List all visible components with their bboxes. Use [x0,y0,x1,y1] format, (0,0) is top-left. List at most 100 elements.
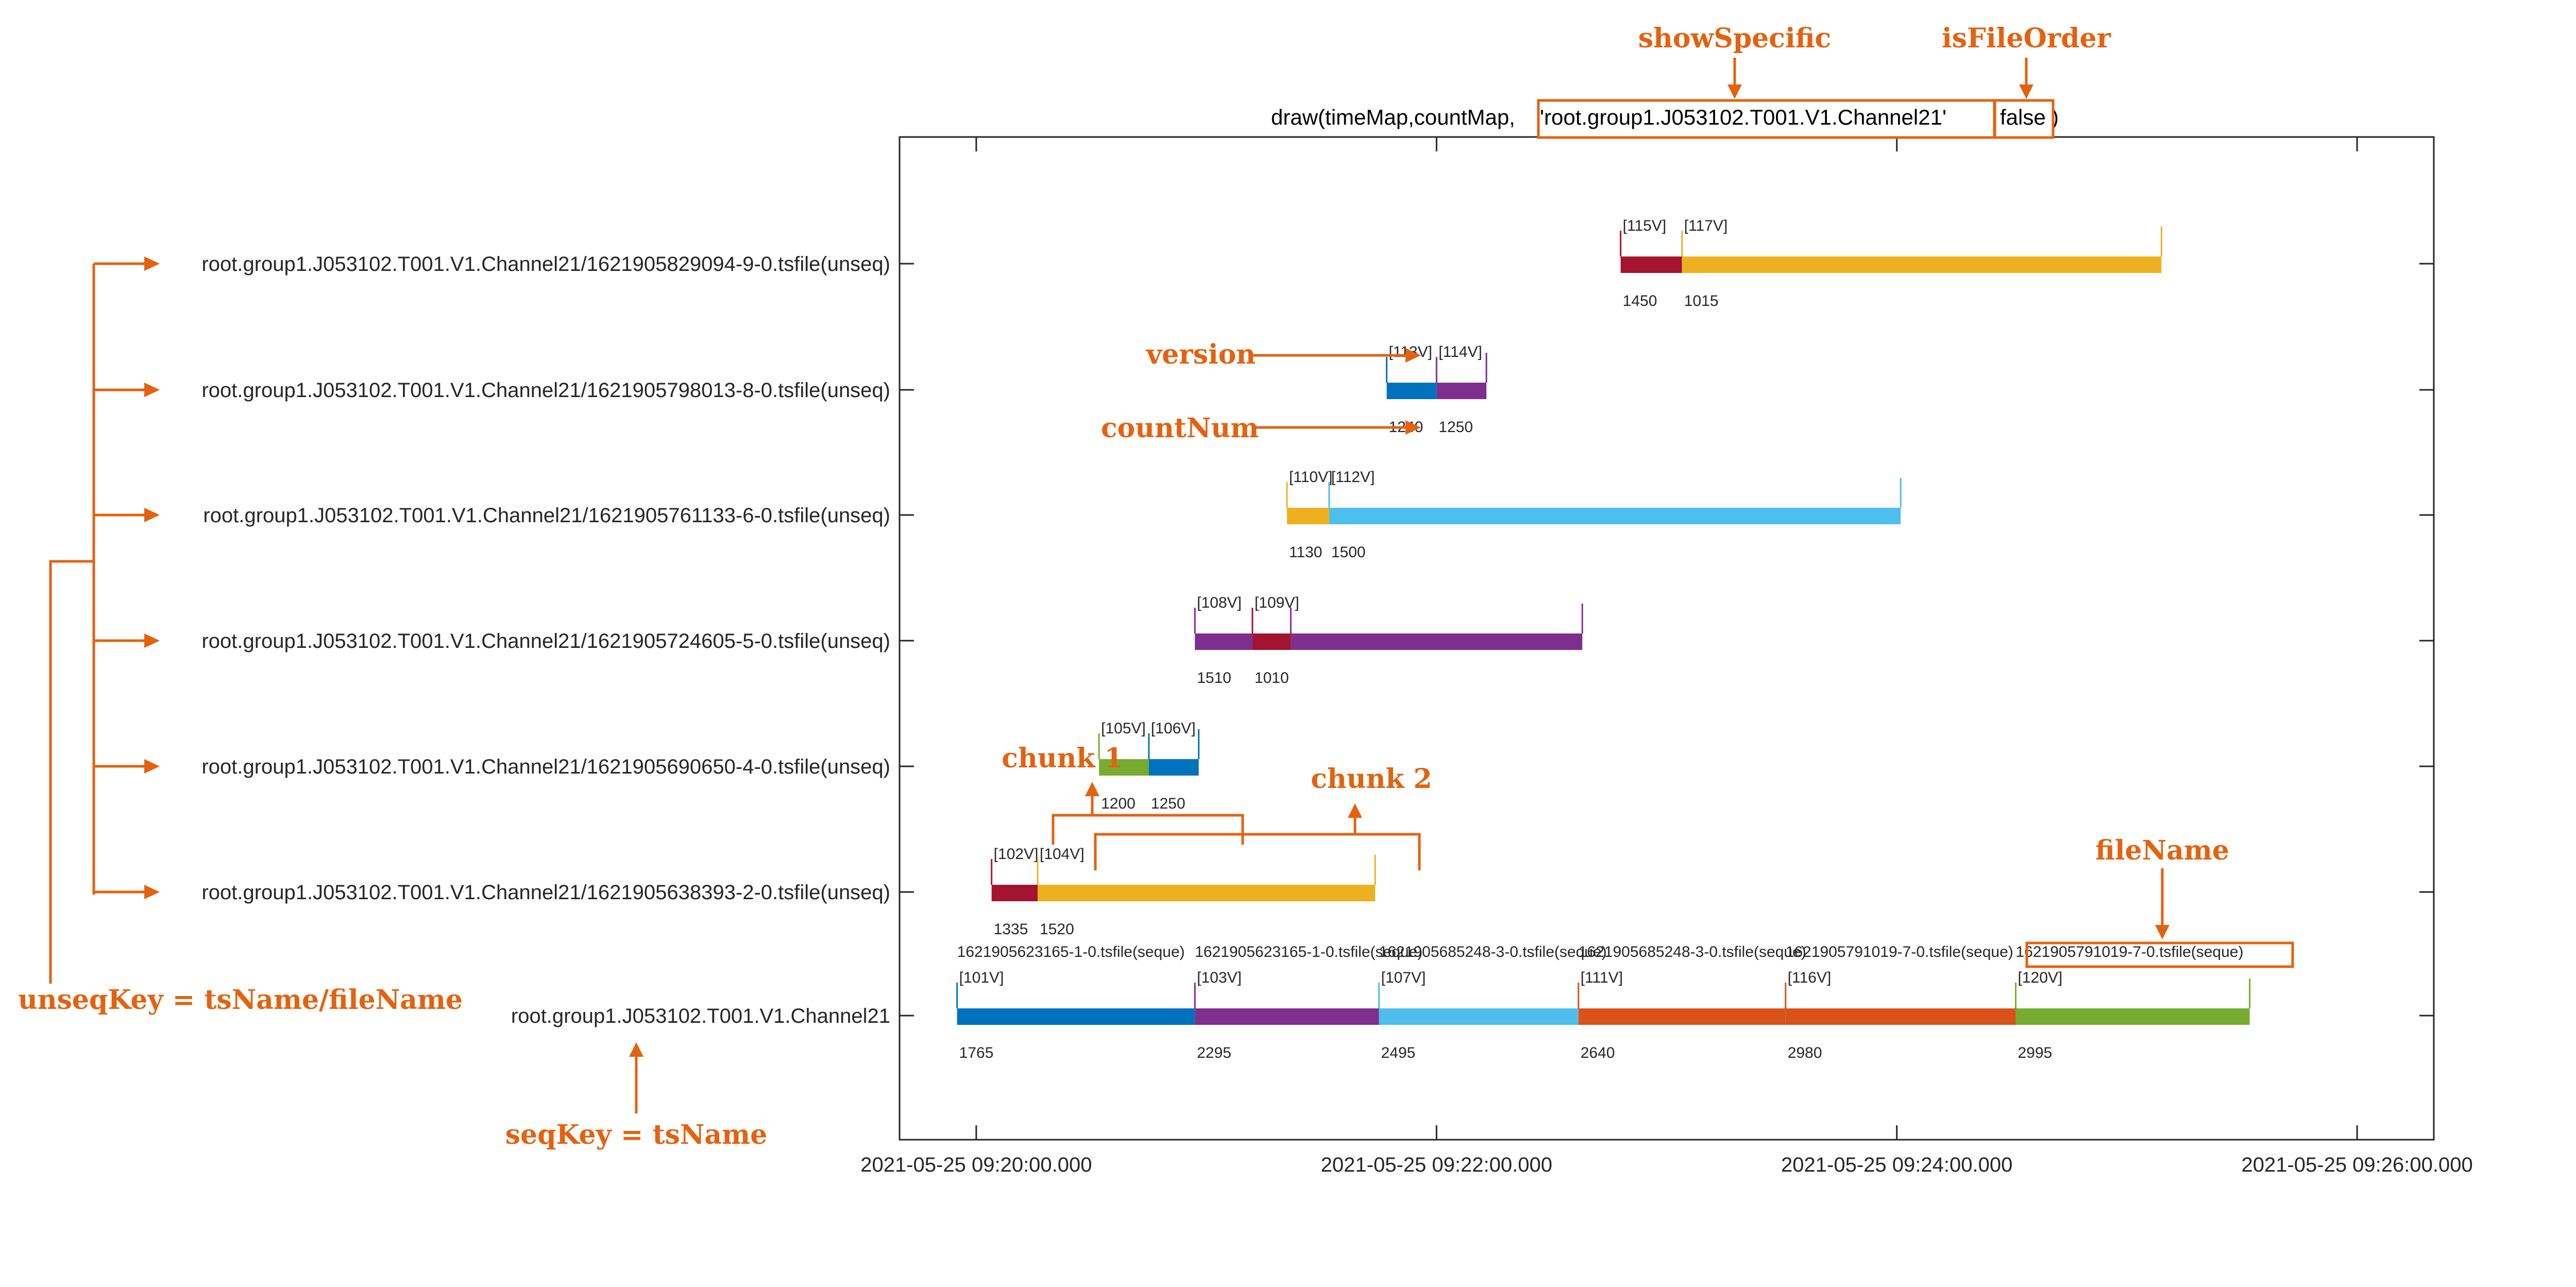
count-label: 1250 [1438,419,1473,436]
count-label: 2495 [1381,1044,1416,1061]
row-label: root.group1.J053102.T001.V1.Channel21/16… [201,630,890,653]
version-label: [114V] [1438,344,1482,361]
annotation-chunk-2: chunk 2 [1311,763,1432,795]
chunk-bar [1286,508,1329,524]
chunk-1-bracket [1052,814,1244,845]
file-name-label: 1621905623165-1-0.tsfile(seque) [1195,943,1422,960]
row-label: root.group1.J053102.T001.V1.Channel21/16… [201,756,890,778]
version-arrowhead [1405,348,1421,363]
file-name-label: 1621905685248-3-0.tsfile(seque) [1379,943,1607,960]
file-name-label: 1621905685248-3-0.tsfile(seque) [1579,943,1806,960]
count-label: 2640 [1581,1044,1615,1061]
chart-rows: root.group1.J053102.T001.V1.Channel21/16… [201,217,2434,1061]
count-label: 1500 [1331,544,1366,561]
title-specific: 'root.group1.J053102.T001.V1.Channel21' [1540,105,1946,129]
count-label: 1250 [1151,795,1185,812]
chunk-bar [1785,1008,2016,1025]
count-label: 1510 [1197,670,1231,687]
chunk-bar [1195,1008,1379,1025]
version-label: [104V] [1040,846,1084,863]
count-label: 2995 [2018,1044,2052,1061]
seq-key-arrowhead [629,1042,643,1057]
chart-title: draw(timeMap,countMap, 'root.group1.J053… [1271,105,2059,129]
version-label: [110V] [1289,469,1333,486]
annotation-show-specific: showSpecific [1638,23,1831,54]
version-label: [111V] [1581,969,1623,986]
chunk-bar [1148,759,1199,776]
count-label: 1765 [959,1044,994,1061]
chunk-bar [1038,885,1376,901]
count-label: 1015 [1684,293,1719,310]
axis-ticks: 2021-05-25 09:20:00.000 2021-05-25 09:22:… [860,137,2473,1176]
count-num-arrowhead [1405,420,1421,435]
axes-box [899,136,2435,1141]
annotation-count-num: countNum [1101,413,1259,444]
count-label: 1450 [1623,293,1657,310]
chunk-bar [1379,1008,1579,1025]
chunk-bar [1436,383,1487,399]
chunk-bar [1682,256,2162,273]
chunk-2-arrowhead [1348,803,1362,818]
chunk-bar [1195,633,1252,650]
row-label: root.group1.J053102.T001.V1.Channel21/16… [201,379,890,402]
count-label: 1520 [1040,921,1074,938]
chunk-bar [991,885,1038,901]
x-tick-label: 2021-05-25 09:26:00.000 [2241,1154,2472,1176]
version-label: [105V] [1101,720,1146,737]
annotation-chunk-1: chunk 1 [1002,743,1123,774]
version-label: [109V] [1255,594,1299,611]
x-tick-label: 2021-05-25 09:20:00.000 [860,1154,1092,1176]
chunk-bar [1620,256,1682,273]
annotation-file-name: fileName [2095,835,2229,866]
annotation-seq-key: seqKey = tsName [505,1119,767,1151]
version-label: [116V] [1788,969,1832,986]
x-tick-label: 2021-05-25 09:22:00.000 [1321,1154,1552,1176]
unseq-arrowhead [144,256,160,271]
file-name-label: 1621905623165-1-0.tsfile(seque) [957,943,1185,960]
show-specific-arrowhead [1727,84,1742,99]
file-name-arrowhead [2155,925,2170,939]
count-label: 1200 [1101,795,1136,812]
file-name-box [2025,941,2294,968]
row-label: root.group1.J053102.T001.V1.Channel21/16… [203,504,890,527]
count-label: 1130 [1289,544,1323,561]
chunk-1-arrowhead [1085,782,1099,796]
version-label: [120V] [2018,969,2062,986]
version-label: [103V] [1197,969,1242,986]
is-file-order-arrowhead [2019,84,2033,99]
chunk-bar [2015,1008,2250,1025]
row-label: root.group1.J053102.T001.V1.Channel21/16… [201,881,890,904]
count-label: 1010 [1255,670,1289,687]
title-prefix: draw(timeMap,countMap, [1271,105,1515,129]
row-label: root.group1.J053102.T001.V1.Channel21 [511,1005,890,1027]
chunk-bar [1386,383,1437,399]
annotation-unseq-key: unseqKey = tsName/fileName [18,984,463,1016]
chunk-bar [1578,1008,1786,1025]
unseq-arrowhead [144,508,160,522]
is-file-order-box [1993,99,2055,139]
chunk-2-bracket [1094,833,1421,870]
chunk-bar [957,1008,1195,1025]
version-label: [117V] [1684,217,1728,234]
version-label: [112V] [1331,469,1375,486]
unseq-arrowhead [144,383,160,397]
unseq-arrows [94,256,160,899]
version-label: [102V] [994,846,1039,863]
version-label: [106V] [1151,720,1196,737]
count-label: 2980 [1788,1044,1822,1061]
count-label: 2295 [1197,1044,1231,1061]
version-label: [108V] [1197,594,1242,611]
chunk-bar [1252,633,1291,650]
annotation-is-file-order: isFileOrder [1942,23,2111,54]
annotations: showSpecific isFileOrder version countNu… [18,23,2294,1151]
file-name-label: 1621905791019-7-0.tsfile(seque) [2015,943,2243,960]
version-label: [101V] [959,969,1004,986]
chunk-bar [1291,633,1583,650]
x-tick-label: 2021-05-25 09:24:00.000 [1781,1154,2012,1176]
row-label: root.group1.J053102.T001.V1.Channel21/16… [201,253,890,276]
unseq-arrowhead [144,885,160,899]
version-label: [115V] [1623,217,1667,234]
unseq-arrowhead [144,759,160,774]
title-order: false [2000,105,2046,129]
